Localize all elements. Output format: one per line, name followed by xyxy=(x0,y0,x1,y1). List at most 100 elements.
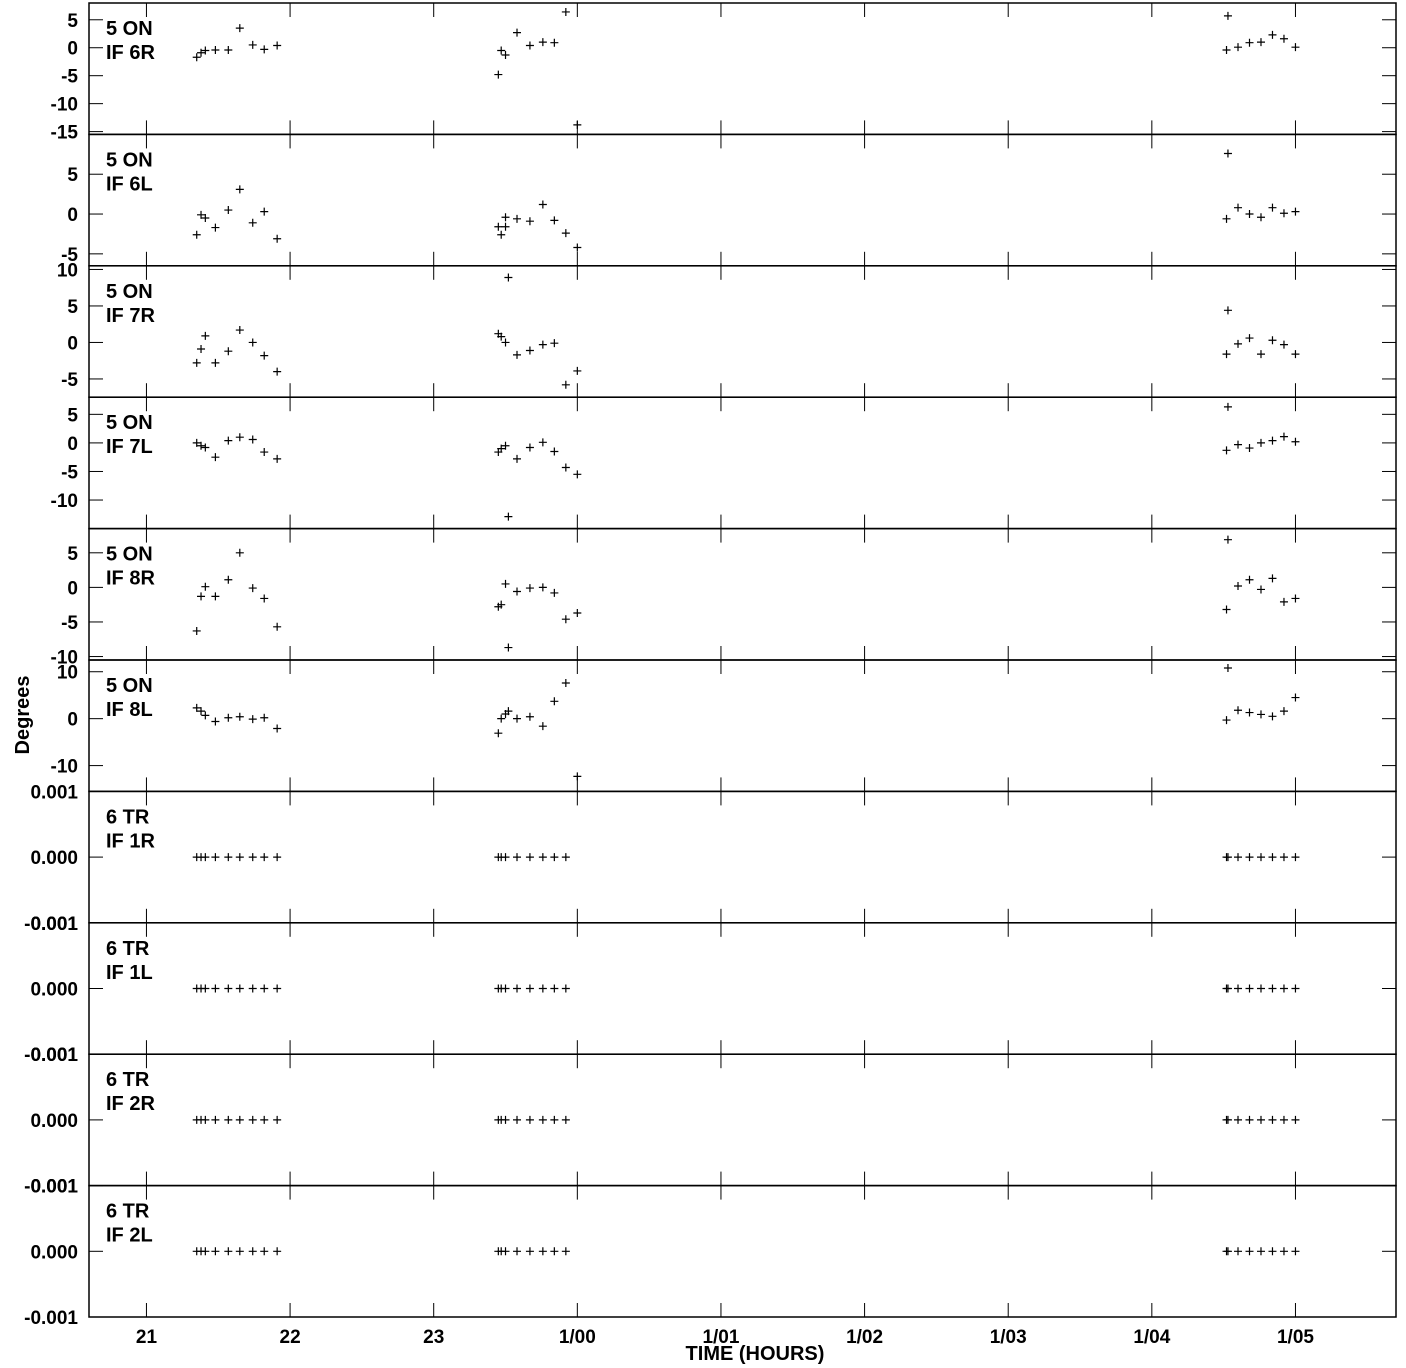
data-point xyxy=(513,1115,522,1124)
data-point xyxy=(538,38,547,47)
y-tick-label: 10 xyxy=(57,260,78,281)
data-point xyxy=(248,715,257,724)
data-point xyxy=(497,332,506,341)
panel-frame xyxy=(88,2,1397,136)
x-axis: 21 22 23 1/00 1/01 1/02 1/03 1/04 1/05 xyxy=(136,1327,1315,1348)
data-point xyxy=(1256,984,1265,993)
data-point xyxy=(224,575,233,584)
data-point xyxy=(224,45,233,54)
data-point xyxy=(273,724,282,733)
data-point xyxy=(550,853,559,862)
data-point xyxy=(197,707,206,716)
data-point xyxy=(235,24,244,33)
y-tick-label: 0 xyxy=(67,434,78,455)
data-point xyxy=(550,588,559,597)
y-tick-label: 0.000 xyxy=(30,848,78,869)
data-point xyxy=(538,1247,547,1256)
y-tick-label: 0.001 xyxy=(30,914,78,935)
y-tick-label: -15 xyxy=(51,123,79,144)
data-point xyxy=(1223,1247,1232,1256)
data-point xyxy=(1256,38,1265,47)
panel-label-source: 6 TR xyxy=(106,1201,150,1223)
data-point xyxy=(1234,43,1243,52)
panel-label-source: 5 ON xyxy=(106,412,153,434)
data-point xyxy=(550,216,559,225)
data-point xyxy=(1223,1115,1232,1124)
data-point xyxy=(513,454,522,463)
y-tick-label: -0.001 xyxy=(24,1045,78,1066)
data-point xyxy=(248,40,257,49)
panel-frame xyxy=(88,790,1397,924)
data-point xyxy=(1291,1247,1300,1256)
data-point xyxy=(1279,340,1288,349)
data-point xyxy=(1279,1115,1288,1124)
data-point xyxy=(1245,853,1254,862)
data-point xyxy=(1222,716,1231,725)
data-point xyxy=(1291,350,1300,359)
data-point xyxy=(513,1247,522,1256)
data-point xyxy=(248,584,257,593)
data-point xyxy=(224,1115,233,1124)
data-point xyxy=(501,1247,510,1256)
data-point xyxy=(248,435,257,444)
data-point xyxy=(525,853,534,862)
data-point xyxy=(224,984,233,993)
data-point xyxy=(525,217,534,226)
data-point xyxy=(1291,207,1300,216)
data-point xyxy=(1234,440,1243,449)
data-point xyxy=(525,346,534,355)
data-point xyxy=(1256,853,1265,862)
data-point xyxy=(1223,663,1232,672)
data-point xyxy=(1279,853,1288,862)
data-point xyxy=(211,984,220,993)
data-point xyxy=(497,714,506,723)
data-point xyxy=(1291,437,1300,446)
data-point xyxy=(1268,30,1277,39)
panel-label-source: 5 ON xyxy=(106,149,153,171)
y-tick-label: -5 xyxy=(61,370,78,391)
data-point xyxy=(513,984,522,993)
data-point xyxy=(501,213,510,222)
data-point xyxy=(538,583,547,592)
y-tick-label: 0 xyxy=(67,333,78,354)
y-tick-label: -0.001 xyxy=(24,914,78,935)
data-point xyxy=(211,853,220,862)
data-point xyxy=(260,1115,269,1124)
data-point xyxy=(1245,1247,1254,1256)
y-tick-label: 0 xyxy=(67,578,78,599)
data-point xyxy=(197,441,206,450)
data-point xyxy=(1234,1247,1243,1256)
data-point xyxy=(538,984,547,993)
data-point xyxy=(550,447,559,456)
y-tick-label: -5 xyxy=(61,613,78,634)
data-point xyxy=(550,697,559,706)
data-point xyxy=(1256,585,1265,594)
x-tick-label: 23 xyxy=(423,1327,444,1348)
data-point xyxy=(197,592,206,601)
data-point xyxy=(201,1115,210,1124)
data-point xyxy=(192,230,201,239)
y-axis-title: Degrees xyxy=(12,676,34,755)
data-point xyxy=(513,350,522,359)
panel-label-if: IF 1L xyxy=(106,962,153,984)
data-point xyxy=(513,587,522,596)
data-point xyxy=(504,273,513,282)
data-point xyxy=(235,712,244,721)
data-point xyxy=(1223,853,1232,862)
data-point xyxy=(260,207,269,216)
data-point xyxy=(260,984,269,993)
data-point xyxy=(1268,1247,1277,1256)
data-point xyxy=(525,584,534,593)
data-point xyxy=(525,1247,534,1256)
data-point xyxy=(1223,306,1232,315)
data-point xyxy=(197,345,206,354)
data-point xyxy=(201,582,210,591)
data-point xyxy=(1234,203,1243,212)
data-point xyxy=(201,46,210,55)
data-point xyxy=(497,46,506,55)
y-tick-label: -10 xyxy=(51,757,78,778)
